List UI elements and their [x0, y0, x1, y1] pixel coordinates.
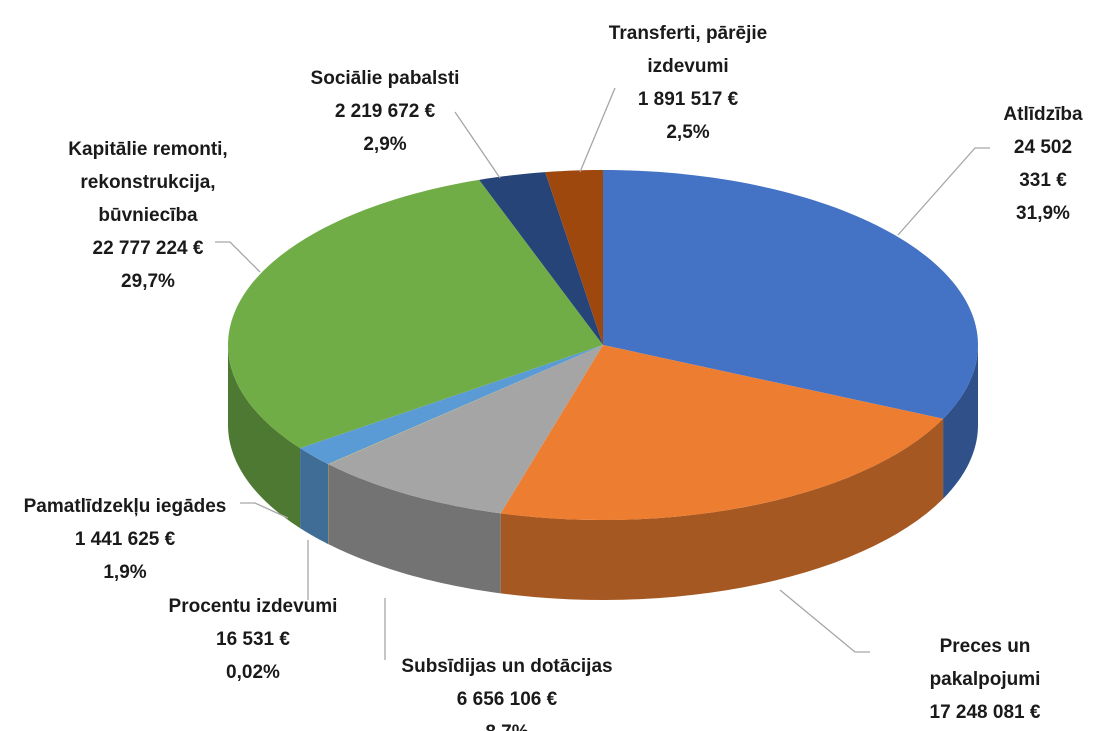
- slice-side: [328, 464, 501, 594]
- percent-label: 2,5%: [666, 122, 710, 143]
- percent-label: 0,02%: [226, 662, 280, 683]
- leader-line: [240, 502, 289, 519]
- leader-line: [215, 241, 261, 273]
- leader-line: [454, 111, 501, 179]
- percent-label: 2,9%: [363, 134, 407, 155]
- value-label: 1 441 625 €: [74, 529, 176, 550]
- leader-line: [779, 589, 870, 653]
- percent-label: 1,9%: [103, 562, 147, 583]
- data-label: Kapitālie remonti, rekonstrukcija, būvni…: [68, 133, 227, 298]
- value-label: 6 656 106 €: [456, 689, 558, 710]
- category-label: Transferti, pārējie izdevumi: [608, 23, 768, 77]
- leader-lines: [215, 87, 990, 660]
- value-label: 22 777 224 €: [92, 238, 204, 259]
- category-label: Preces un pakalpojumi: [929, 636, 1041, 690]
- slice: [500, 345, 944, 520]
- percent-label: 29,7%: [121, 271, 175, 292]
- value-label: 1 891 517 €: [637, 89, 739, 110]
- slice: [479, 172, 603, 345]
- leader-line: [897, 147, 990, 236]
- data-label: Transferti, pārējie izdevumi 1 891 517 € 2…: [609, 17, 767, 149]
- slice-side: [943, 345, 978, 499]
- category-label: Kapitālie remonti, rekonstrukcija, būvni…: [68, 139, 228, 226]
- leader-line: [579, 87, 616, 173]
- slice-side: [228, 345, 301, 529]
- slice-side: [500, 418, 944, 600]
- pie: [228, 170, 978, 600]
- data-label: Subsīdijas un dotācijas 6 656 106 € 8,7%: [401, 650, 612, 731]
- category-label: Sociālie pabalsti: [310, 68, 460, 89]
- value-label: 24 502 331 €: [1013, 137, 1073, 191]
- slice: [603, 170, 978, 419]
- data-label: Atlīdzība 24 502 331 € 31,9%: [1003, 98, 1082, 230]
- slice-side: [300, 448, 329, 545]
- category-label: Procentu izdevumi: [168, 596, 338, 617]
- category-label: Atlīdzība: [1003, 104, 1083, 125]
- slice: [328, 345, 603, 514]
- data-label: Procentu izdevumi 16 531 € 0,02%: [169, 590, 338, 689]
- slice: [545, 170, 603, 345]
- slice: [328, 345, 603, 465]
- pie-layer: [228, 170, 978, 520]
- category-label: Subsīdijas un dotācijas: [401, 656, 613, 677]
- data-label: Pamatlīdzekļu iegādes 1 441 625 € 1,9%: [24, 490, 227, 589]
- value-label: 16 531 €: [216, 629, 290, 650]
- category-label: Pamatlīdzekļu iegādes: [23, 496, 227, 517]
- percent-label: 8,7%: [401, 716, 612, 731]
- percent-label: 31,9%: [1016, 203, 1070, 224]
- value-label: 17 248 081 €: [929, 702, 1041, 723]
- slice: [228, 179, 603, 449]
- data-label: Sociālie pabalsti 2 219 672 € 2,9%: [311, 62, 460, 161]
- value-label: 2 219 672 €: [334, 101, 436, 122]
- slice: [300, 345, 603, 465]
- pie-layer: [228, 345, 978, 600]
